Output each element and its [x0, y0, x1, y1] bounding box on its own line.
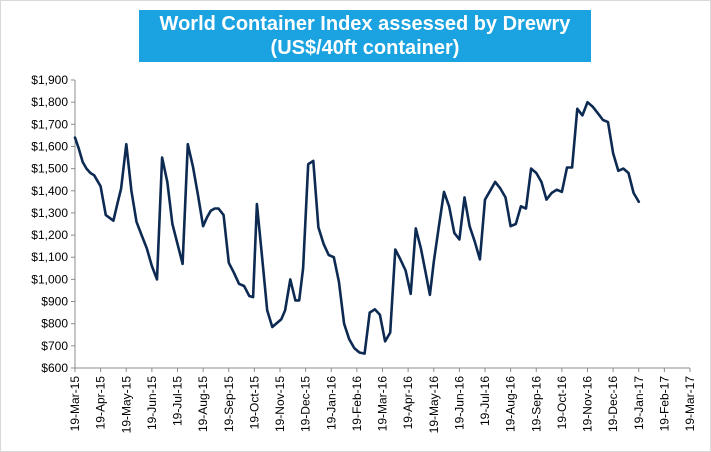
y-tick-label: $1,600	[31, 139, 68, 153]
x-axis: 19-Mar-15 19-Apr-15 19-May-15 19-Jun-15 19-J…	[68, 367, 697, 434]
x-tick-label: 19-Aug-16	[504, 376, 518, 432]
x-tick-label: 19-Apr-15	[94, 376, 108, 430]
x-tick-label: 19-Nov-15	[273, 376, 287, 432]
y-tick-label: $1,200	[31, 228, 68, 242]
x-tick-label: 19-Jun-15	[145, 376, 159, 430]
y-tick-label: $1,100	[31, 250, 68, 264]
x-tick-label: 19-Mar-15	[68, 376, 82, 432]
y-tick-label: $900	[41, 295, 68, 309]
x-tick-label: 19-Feb-16	[350, 376, 364, 432]
y-tick-label: $1,400	[31, 184, 68, 198]
y-tick-label: $1,900	[31, 73, 68, 87]
y-tick-label: $700	[41, 339, 68, 353]
x-tick-label: 19-Jul-15	[171, 376, 185, 426]
x-tick-label: 19-Jun-16	[452, 376, 466, 430]
y-tick-label: $1,700	[31, 117, 68, 131]
y-tick-label: $1,800	[31, 95, 68, 109]
y-tick-label: $1,000	[31, 272, 68, 286]
x-tick-label: 19-Sep-15	[222, 376, 236, 432]
x-tick-label: 19-May-16	[427, 376, 441, 434]
x-tick-label: 19-Dec-16	[606, 376, 620, 432]
x-tick-label: 19-Nov-16	[581, 376, 595, 432]
x-tick-label: 19-Mar-17	[683, 376, 697, 432]
y-tick-label: $600	[41, 361, 68, 375]
y-tick-label: $1,500	[31, 162, 68, 176]
x-tick-label: 19-Sep-16	[529, 376, 543, 432]
x-tick-label: 19-Aug-15	[196, 376, 210, 432]
x-tick-label: 19-Jan-17	[632, 376, 646, 430]
x-tick-label: 19-Feb-17	[657, 376, 671, 432]
x-tick-label: 19-Mar-16	[376, 376, 390, 432]
x-tick-label: 19-Oct-15	[247, 376, 261, 430]
x-tick-label: 19-Jan-16	[324, 376, 338, 430]
x-tick-label: 19-Oct-16	[555, 376, 569, 430]
series-layer	[73, 100, 641, 355]
y-tick-label: $800	[41, 317, 68, 331]
x-tick-label: 19-Apr-16	[401, 376, 415, 430]
series-line-0	[73, 100, 641, 355]
x-tick-label: 19-Jul-16	[478, 376, 492, 426]
chart-title-box: World Container Index assessed by Drewry…	[139, 10, 591, 62]
chart-title: World Container Index assessed by Drewry	[159, 13, 571, 35]
chart-subtitle: (US$/40ft container)	[270, 37, 460, 59]
x-tick-label: 19-Dec-15	[299, 376, 313, 432]
y-axis: $600 $700 $800 $900 $1,000 $1,100 $1,200 $1,300…	[31, 73, 76, 375]
y-tick-label: $1,300	[31, 206, 68, 220]
x-tick-label: 19-May-15	[119, 376, 133, 434]
